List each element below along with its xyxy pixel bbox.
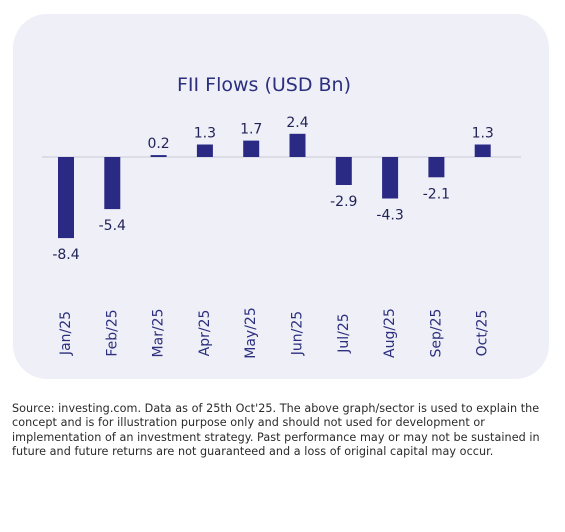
bar-oct-25 [474, 144, 491, 157]
bar-may-25 [243, 140, 260, 157]
chart-title: FII Flows (USD Bn) [177, 74, 351, 96]
source-footnote: Source: investing.com. Data as of 25th O… [12, 402, 540, 458]
category-label: May/25 [243, 307, 259, 358]
bar-apr-25 [196, 144, 213, 157]
value-label: 1.3 [472, 126, 494, 142]
bar-aug-25 [382, 157, 399, 199]
value-label: -5.4 [99, 218, 126, 234]
category-label: Mar/25 [151, 309, 167, 358]
value-label: -2.9 [330, 194, 357, 210]
value-label: -2.1 [423, 186, 450, 202]
category-label: Sep/25 [428, 309, 444, 358]
bar-sep-25 [428, 157, 445, 178]
category-label: Aug/25 [382, 308, 398, 358]
value-labels-group: -8.4 -5.4 0.2 1.3 1.7 2.4 -2.9 -4.3 -2.1 1.3 [52, 115, 493, 263]
bar-feb-25 [104, 157, 121, 210]
value-label: 1.7 [240, 122, 262, 138]
value-label: -4.3 [376, 208, 403, 224]
bar-jun-25 [289, 133, 306, 157]
value-label: 0.2 [147, 136, 169, 152]
category-label: Feb/25 [104, 309, 120, 356]
bar-mar-25 [150, 155, 167, 157]
bar-jul-25 [335, 157, 352, 185]
category-label: Apr/25 [197, 310, 213, 357]
bar-chart: FII Flows (USD Bn) -8.4-5.40.21.3 1.7 2.4-… [42, 74, 521, 359]
category-label: Jun/25 [290, 311, 306, 356]
chart-card [13, 14, 549, 379]
value-label: 1.3 [194, 126, 216, 142]
bar-jan-25 [58, 157, 74, 239]
value-label: -8.4 [52, 247, 79, 263]
category-label: Jan/25 [58, 311, 74, 356]
category-labels-group: Jan/25 Feb/25 Mar/25 Apr/25 May/25 Jun/25 Jul/… [58, 307, 491, 358]
value-label: 2.4 [286, 115, 308, 131]
category-label: Jul/25 [336, 313, 352, 353]
category-label: Oct/25 [475, 310, 491, 357]
bars-group [58, 133, 491, 239]
